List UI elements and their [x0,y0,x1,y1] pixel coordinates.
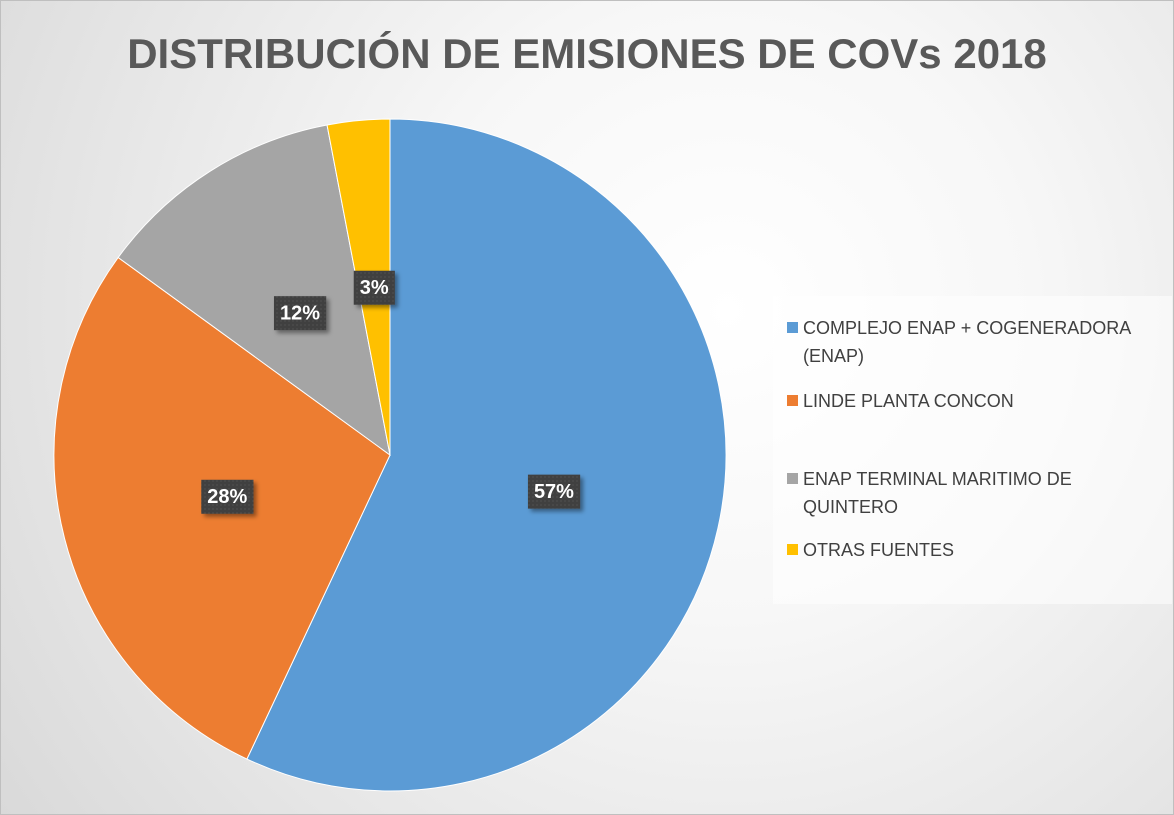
data-label: 57% [527,474,581,509]
legend-swatch [787,473,798,484]
legend-item: ENAP TERMINAL MARITIMO DE QUINTERO [787,465,1167,521]
legend-label: COMPLEJO ENAP + COGENERADORA (ENAP) [803,318,1131,366]
legend-swatch [787,544,798,555]
data-label: 3% [353,270,395,305]
pie [53,118,727,792]
data-label-text: 3% [360,277,389,299]
data-label-text: 12% [280,302,320,324]
legend-label: LINDE PLANTA CONCON [803,391,1014,411]
data-label-box [273,296,327,331]
legend-label: OTRAS FUENTES [803,540,955,560]
legend-item: LINDE PLANTA CONCON [787,387,1167,415]
data-label: 12% [273,296,327,331]
legend-swatch [787,322,798,333]
data-label: 28% [201,479,254,514]
data-label-box [201,479,254,514]
data-label-text: 28% [207,486,247,508]
legend-label: ENAP TERMINAL MARITIMO DE QUINTERO [803,469,1072,517]
chart-title: DISTRIBUCIÓN DE EMISIONES DE COVs 2018 [127,29,1047,77]
legend-item: COMPLEJO ENAP + COGENERADORA (ENAP) [787,314,1167,370]
legend-swatch [787,395,798,406]
pie-slice [117,124,391,457]
legend: COMPLEJO ENAP + COGENERADORA (ENAP) LINDE… [773,296,1172,604]
data-label-text: 57% [534,481,574,503]
legend-item: OTRAS FUENTES [787,536,1167,564]
pie-slice [246,118,727,792]
data-labels: 57% 28% 12% 3% [201,270,581,514]
data-label-box [527,474,581,509]
data-label-box [353,270,395,305]
